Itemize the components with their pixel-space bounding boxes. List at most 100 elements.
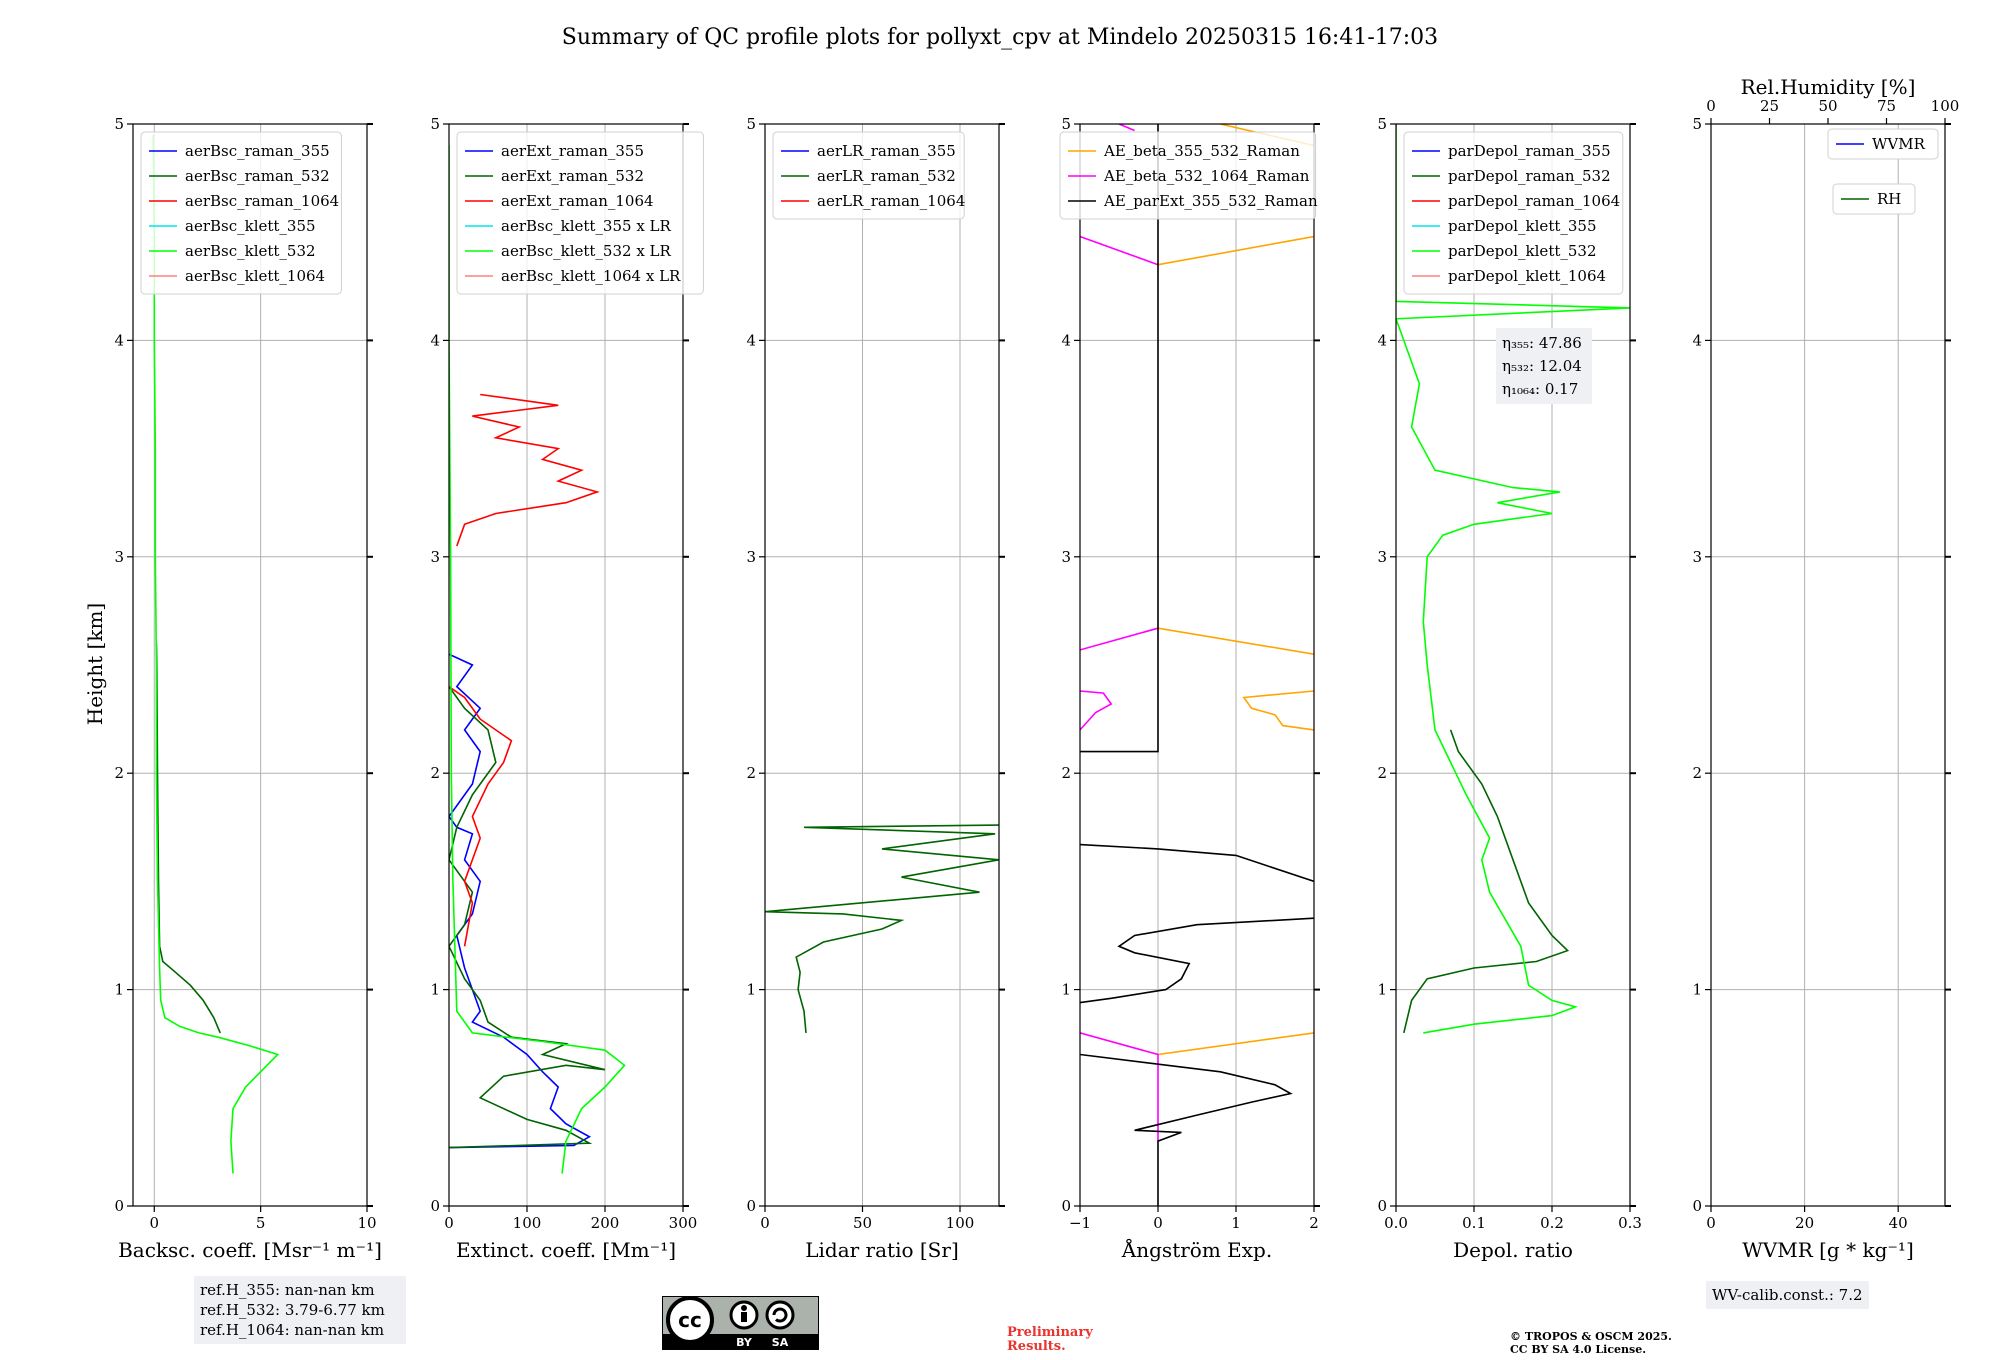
series-group — [765, 824, 999, 1033]
x-tick-label: 2 — [1309, 1214, 1319, 1232]
legend-entry: aerBsc_klett_1064 x LR — [501, 267, 681, 285]
y-axis-label: Height [km] — [83, 603, 107, 725]
y-tick-label: 0 — [1061, 1197, 1071, 1215]
legend-entry: parDepol_raman_1064 — [1448, 192, 1620, 210]
legend-entry: parDepol_klett_1064 — [1448, 267, 1606, 285]
y-tick-label: 0 — [1692, 1197, 1702, 1215]
y-tick-label: 1 — [1377, 981, 1387, 999]
series-aerBsc_klett_532 x LR — [449, 145, 626, 1174]
preliminary-note: Preliminary Results. — [1007, 1326, 1093, 1354]
y-tick-label: 3 — [1377, 548, 1387, 566]
series-aerBsc_raman_532 — [155, 643, 221, 1034]
legend-entry: aerExt_raman_532 — [501, 167, 644, 185]
y-tick-label: 2 — [430, 764, 440, 782]
legend-entry: aerLR_raman_532 — [817, 167, 956, 185]
x-tick-label: 200 — [591, 1214, 620, 1232]
y-tick-label: 3 — [430, 548, 440, 566]
series-AE_parExt_355_532_Raman — [1080, 1053, 1293, 1206]
y-tick-label: 5 — [1692, 115, 1702, 133]
copyright-line-2: CC BY SA 4.0 License. — [1510, 1343, 1647, 1356]
x-tick-label: 0.1 — [1462, 1214, 1486, 1232]
panel-bsc: 0 1 2 3 4 5 0 5 10 Backsc. coeff. [Msr⁻¹ m⁻¹] aerB… — [114, 115, 381, 1262]
series-group — [1396, 124, 1630, 1034]
eta-annotation: η₃₅₅: 47.86 η₅₃₂: 12.04 η₁₀₆₄: 0.17 — [1496, 328, 1592, 404]
legend-entry: aerBsc_raman_532 — [185, 167, 330, 185]
axes-frame — [1710, 123, 1946, 1207]
y-tick-label: 0 — [430, 1197, 440, 1215]
y-tick-label: 2 — [114, 764, 124, 782]
legend-box — [1403, 131, 1624, 295]
x-axis-label: WVMR [g * kg⁻¹] — [1742, 1238, 1914, 1262]
series-AE_parExt_355_532_Raman_b — [1080, 917, 1314, 1004]
x-tick-label: −1 — [1069, 1214, 1091, 1232]
y-tick-label: 3 — [114, 548, 124, 566]
series-parDepol_klett_532 — [1396, 124, 1630, 1034]
cc-by-sa-badge: cc BY SA — [661, 1295, 820, 1351]
legend-entry: aerLR_raman_1064 — [817, 192, 965, 210]
y-tick-label: 1 — [1692, 981, 1702, 999]
wv-calib-box: WV-calib.const.: 7.2 — [1706, 1281, 1869, 1309]
y-tick-label: 2 — [746, 764, 756, 782]
y-tick-label: 4 — [1377, 331, 1387, 349]
legend-box — [1059, 131, 1317, 220]
x-tick-label: 0 — [1153, 1214, 1163, 1232]
prelim-line-2: Results. — [1007, 1339, 1066, 1354]
legend-entry: AE_beta_355_532_Raman — [1103, 142, 1300, 160]
y-tick-label: 5 — [430, 115, 440, 133]
top-x-tick-label: 0 — [1706, 97, 1716, 115]
copyright-note: © TROPOS & OSCM 2025. CC BY SA 4.0 Licen… — [1510, 1330, 1672, 1356]
top-x-tick-label: 25 — [1760, 97, 1779, 115]
top-x-tick-label: 50 — [1818, 97, 1837, 115]
y-tick-label: 2 — [1061, 764, 1071, 782]
panel-depol: 0 1 2 3 4 5 0.0 0.1 0.2 0.3 Depol. ratio parDepol_r… — [1377, 115, 1641, 1262]
legend-entry: parDepol_raman_355 — [1448, 142, 1611, 160]
y-tick-label: 4 — [1692, 331, 1702, 349]
legend: aerBsc_raman_355 aerBsc_raman_532 aerBsc_r… — [140, 131, 342, 295]
series-aerExt_raman_1064 — [449, 685, 513, 947]
x-tick-label: 0 — [444, 1214, 454, 1232]
legend-entry: aerExt_raman_355 — [501, 142, 644, 160]
x-tick-label: 100 — [946, 1214, 975, 1232]
y-tick-label: 4 — [114, 331, 124, 349]
series-aerExt_raman_532 — [449, 686, 606, 1149]
y-tick-label: 4 — [430, 331, 440, 349]
legend: parDepol_raman_355 parDepol_raman_532 parD… — [1403, 131, 1624, 295]
y-tick-label: 4 — [746, 331, 756, 349]
legend-rh: RH — [1832, 183, 1916, 215]
x-axis-label: Ångström Exp. — [1121, 1237, 1272, 1262]
legend-box — [456, 131, 704, 295]
cc-mark-text: cc — [678, 1308, 702, 1332]
eta-line: η₅₃₂: 12.04 — [1502, 357, 1582, 375]
annotation-box — [1496, 328, 1592, 404]
x-tick-label: 10 — [357, 1214, 376, 1232]
legend-box — [140, 131, 342, 295]
legend-entry: aerBsc_klett_355 — [185, 217, 316, 235]
legend-entry: aerBsc_klett_355 x LR — [501, 217, 672, 235]
x-axis-label: Lidar ratio [Sr] — [805, 1238, 959, 1262]
top-x-tick-label: 75 — [1877, 97, 1896, 115]
y-tick-label: 1 — [114, 981, 124, 999]
legend-entry: parDepol_klett_532 — [1448, 242, 1597, 260]
legend: aerExt_raman_355 aerExt_raman_532 aerExt_r… — [456, 131, 704, 295]
y-tick-label: 2 — [1692, 764, 1702, 782]
series-AE_beta_532_1064_Raman_e — [1118, 124, 1135, 132]
eta-line: η₁₀₆₄: 0.17 — [1502, 380, 1578, 398]
x-tick-label: 1 — [1231, 1214, 1241, 1232]
series-AE_beta_532_1064_Raman — [1080, 1032, 1159, 1142]
legend-entry: aerBsc_klett_532 x LR — [501, 242, 672, 260]
y-tick-label: 3 — [1061, 548, 1071, 566]
series-aerBsc_klett_532 — [152, 134, 280, 1174]
x-axis-label: Extinct. coeff. [Mm⁻¹] — [456, 1238, 676, 1262]
legend-entry: aerBsc_raman_1064 — [185, 192, 339, 210]
x-tick-label: 0.3 — [1618, 1214, 1642, 1232]
y-tick-label: 0 — [114, 1197, 124, 1215]
x-tick-label: 50 — [853, 1214, 872, 1232]
x-tick-label: 100 — [513, 1214, 542, 1232]
series-AE_beta_532_1064_Raman_d — [1080, 690, 1113, 731]
copyright-line-1: © TROPOS & OSCM 2025. — [1510, 1330, 1672, 1343]
y-tick-label: 5 — [1377, 115, 1387, 133]
x-tick-label: 40 — [1889, 1214, 1908, 1232]
ref-height-355: ref.H_355: nan-nan km — [200, 1281, 375, 1299]
ref-height-1064: ref.H_1064: nan-nan km — [200, 1321, 385, 1339]
